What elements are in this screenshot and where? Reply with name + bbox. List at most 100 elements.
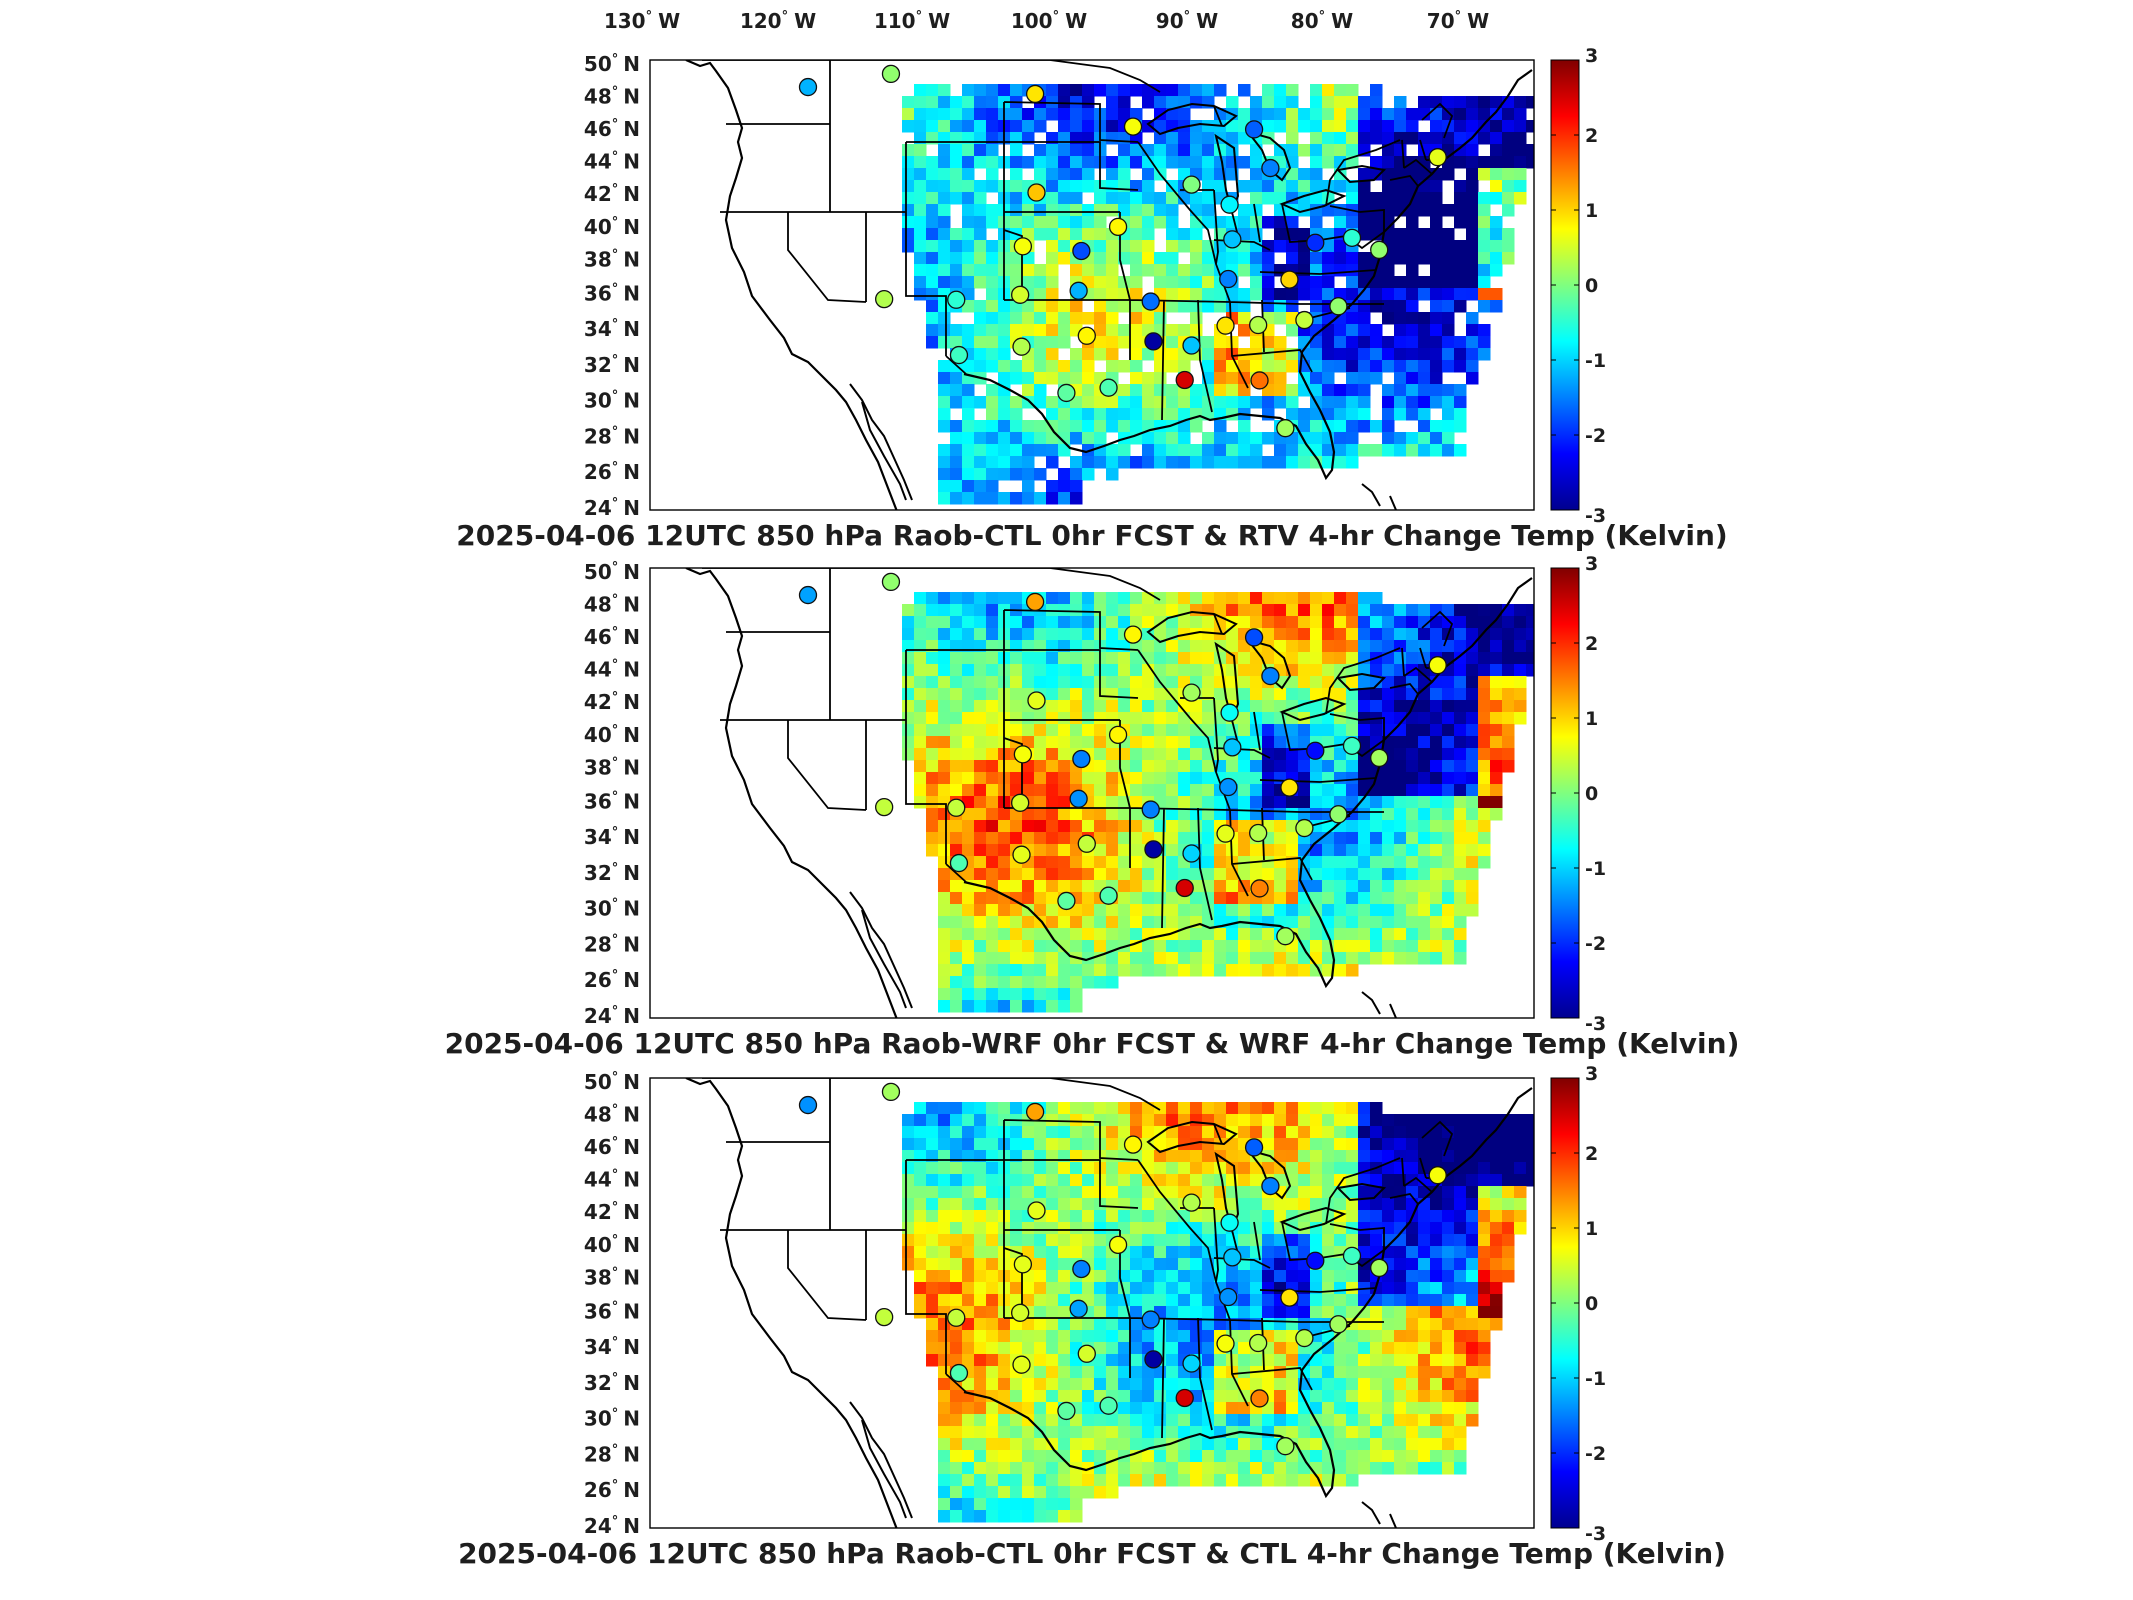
- latitude-label: 44° N: [584, 658, 640, 682]
- station-marker: [1223, 230, 1242, 249]
- station-marker: [1329, 297, 1348, 316]
- station-marker: [1342, 736, 1362, 755]
- longitude-label: 70° W: [1427, 9, 1489, 33]
- station-marker: [1123, 1135, 1143, 1154]
- latitude-label: 28° N: [584, 424, 640, 448]
- station-marker: [1244, 1138, 1264, 1157]
- longitude-label: 100° W: [1011, 9, 1087, 33]
- station-marker: [1057, 891, 1076, 911]
- colorbar-tick-label: 1: [1585, 708, 1598, 730]
- station-marker: [1220, 703, 1239, 722]
- map-frame: [649, 567, 1535, 1019]
- latitude-label: 40° N: [584, 1233, 640, 1257]
- latitude-label: 38° N: [584, 1265, 640, 1289]
- colorbar-tick-label: 3: [1585, 1063, 1598, 1085]
- station-marker: [1141, 800, 1160, 819]
- colorbar-tick-label: 1: [1585, 200, 1598, 222]
- station-marker: [1428, 1166, 1447, 1185]
- station-marker: [1108, 217, 1128, 236]
- station-marker: [1249, 1333, 1268, 1353]
- station-marker: [1295, 1328, 1314, 1348]
- latitude-label: 48° N: [584, 1103, 640, 1127]
- latitude-label: 30° N: [584, 389, 640, 413]
- station-marker: [1077, 834, 1096, 853]
- station-marker: [1220, 195, 1239, 214]
- latitude-label: 26° N: [584, 460, 640, 484]
- station-marker: [798, 1095, 818, 1115]
- station-marker: [1027, 691, 1046, 710]
- station-marker: [1057, 1401, 1076, 1421]
- colorbar-tick-label: -2: [1585, 933, 1606, 955]
- station-marker: [1223, 738, 1242, 757]
- latitude-label: 28° N: [584, 932, 640, 956]
- colorbar-tick-label: 2: [1585, 125, 1598, 147]
- map-frame: [649, 1077, 1535, 1529]
- latitude-label: 34° N: [584, 317, 640, 341]
- station-marker: [1011, 1303, 1030, 1322]
- colorbar-tick-label: -1: [1585, 1368, 1606, 1390]
- station-marker: [1123, 625, 1143, 644]
- temperature-field: [902, 1102, 1534, 1523]
- colorbar-tick-label: 2: [1585, 633, 1598, 655]
- station-marker: [1280, 270, 1299, 289]
- station-marker: [1280, 778, 1299, 797]
- colorbar-tick-label: 0: [1585, 1293, 1598, 1315]
- colorbar-tick-label: -2: [1585, 425, 1606, 447]
- station-marker: [1276, 1437, 1295, 1456]
- latitude-label: 38° N: [584, 247, 640, 271]
- colorbar-tick-label: 0: [1585, 275, 1598, 297]
- station-marker: [1027, 183, 1046, 202]
- panel-title: 2025-04-06 12UTC 850 hPa Raob-WRF 0hr FC…: [445, 1027, 1740, 1060]
- map-panel-2: 50° N 48° N 46° N 44° N 42° N 40° N 38° N 36° N 34° N 32° N…: [445, 553, 1740, 1060]
- station-marker: [1013, 745, 1033, 764]
- latitude-label: 26° N: [584, 968, 640, 992]
- station-marker: [1069, 789, 1088, 808]
- station-marker: [1182, 683, 1201, 702]
- colorbar-tick-label: -1: [1585, 350, 1606, 372]
- station-marker: [1072, 749, 1091, 769]
- station-marker: [1141, 292, 1160, 311]
- station-marker: [1182, 1354, 1201, 1373]
- colorbar-tick-label: -2: [1585, 1443, 1606, 1465]
- latitude-label: 38° N: [584, 755, 640, 779]
- station-marker: [1223, 1248, 1242, 1267]
- raob-stations: [798, 572, 1447, 946]
- latitude-label: 34° N: [584, 825, 640, 849]
- station-marker: [1108, 725, 1128, 744]
- colorbar-tick-label: 1: [1585, 1218, 1598, 1240]
- station-marker: [1250, 1389, 1269, 1408]
- station-marker: [1025, 592, 1045, 612]
- station-marker: [1144, 332, 1163, 351]
- station-marker: [1250, 879, 1269, 898]
- station-marker: [1011, 793, 1030, 812]
- station-marker: [1428, 656, 1447, 675]
- station-marker: [1069, 1299, 1088, 1318]
- station-marker: [949, 853, 969, 873]
- latitude-label: 36° N: [584, 281, 640, 305]
- colorbar-tick-label: 3: [1585, 45, 1598, 67]
- station-marker: [1144, 1350, 1163, 1369]
- station-marker: [1144, 840, 1163, 859]
- latitude-label: 46° N: [584, 625, 640, 649]
- longitude-label: 120° W: [740, 9, 816, 33]
- latitude-label: 24° N: [584, 496, 640, 520]
- station-marker: [881, 1082, 901, 1102]
- station-marker: [1306, 233, 1325, 252]
- colorbar-tick-label: -3: [1585, 1013, 1606, 1035]
- station-marker: [1182, 175, 1201, 194]
- station-marker: [1295, 818, 1314, 838]
- latitude-label: 28° N: [584, 1442, 640, 1466]
- station-marker: [1072, 241, 1091, 261]
- station-marker: [1012, 845, 1031, 864]
- latitude-label: 48° N: [584, 85, 640, 109]
- latitude-label: 44° N: [584, 150, 640, 174]
- station-marker: [798, 77, 818, 97]
- latitude-label: 42° N: [584, 1200, 640, 1224]
- station-marker: [1370, 1258, 1389, 1278]
- longitude-labels: 130° W 120° W 110° W 100° W 90° W 80° W 70° W: [604, 9, 1489, 33]
- latitude-label: 46° N: [584, 1135, 640, 1159]
- latitude-label: 50° N: [584, 52, 640, 76]
- station-marker: [1012, 1355, 1031, 1374]
- station-marker: [1370, 748, 1389, 768]
- station-marker: [1276, 419, 1295, 438]
